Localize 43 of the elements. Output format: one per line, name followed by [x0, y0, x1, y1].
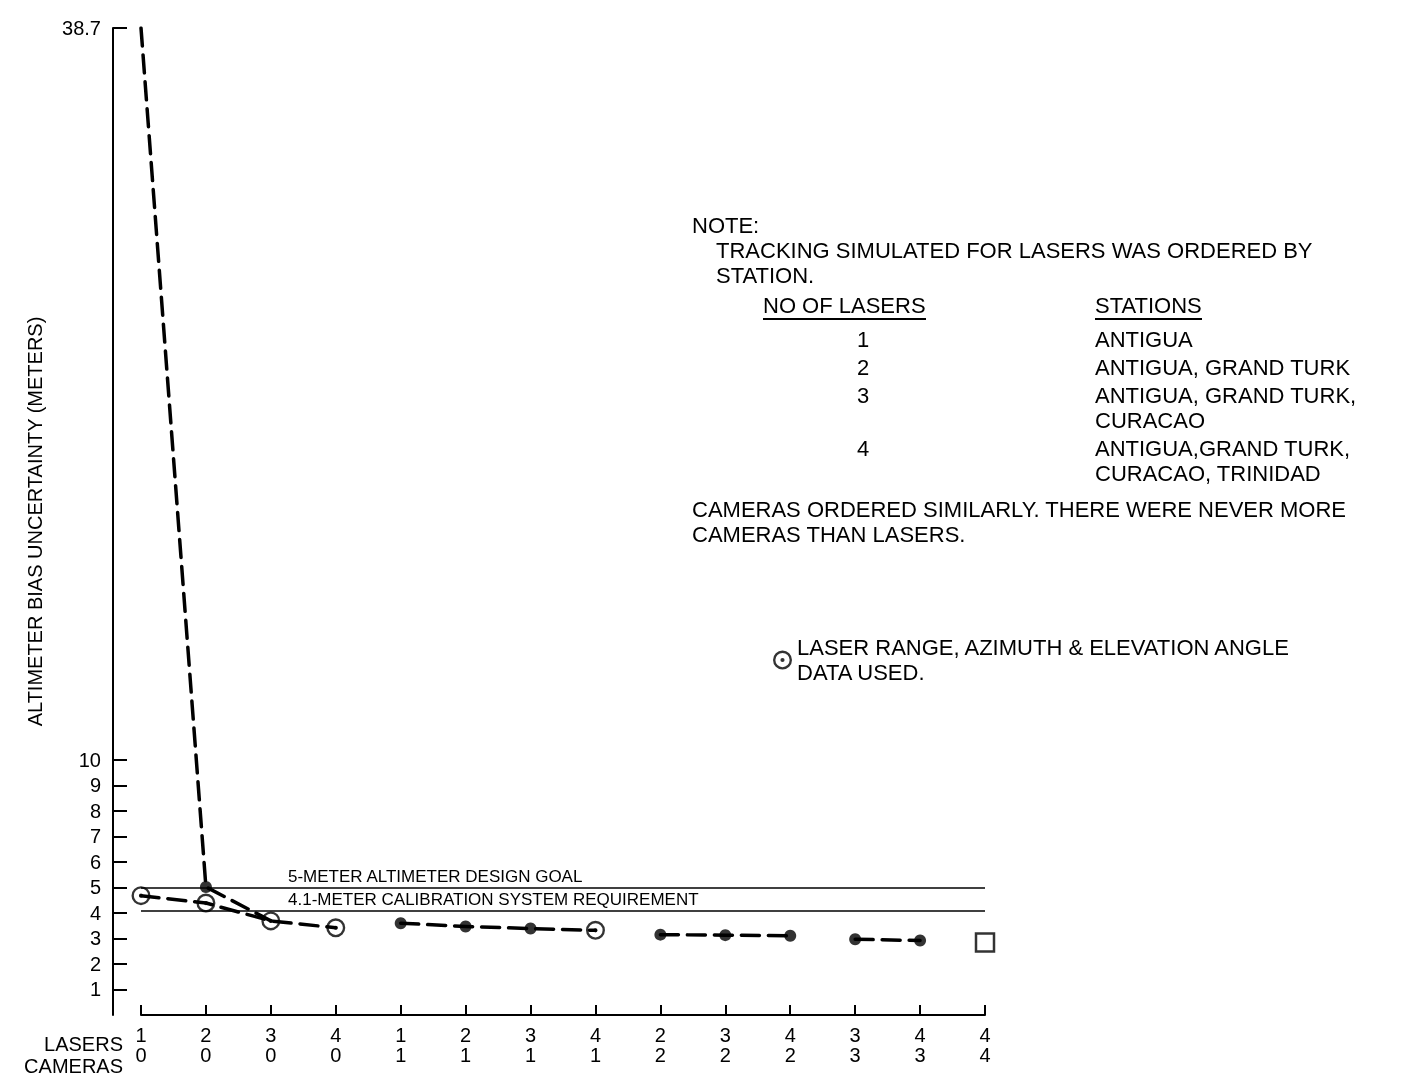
y-tick-label: 6 — [89, 850, 101, 873]
legend-label: LASER RANGE, AZIMUTH & ELEVATION ANGLE DATA USED. — [797, 635, 1289, 685]
y-tick-label: 2 — [89, 952, 101, 975]
text: ANTIGUA — [1094, 326, 1194, 353]
text: STATIONS — [1095, 293, 1202, 320]
x-tick-label: 4 1 — [589, 1024, 602, 1066]
ref-line-label: 4.1-METER CALIBRATION SYSTEM REQUIREMENT — [288, 890, 699, 910]
y-tick-label: 9 — [89, 774, 101, 797]
y-tick-label: 38.7 — [62, 17, 101, 39]
x-tick-label: 2 1 — [460, 1024, 472, 1066]
x-tick-label: 4 3 — [914, 1024, 926, 1066]
x-tick-label: 4 4 — [979, 1024, 991, 1066]
y-tick-label: 3 — [89, 927, 101, 950]
text: ANTIGUA,GRAND TURK, CURACAO, TRINIDAD — [1094, 435, 1352, 487]
x-axis-title: LASERS CAMERAS — [24, 1033, 123, 1077]
y-tick-label: 10 — [78, 748, 101, 771]
annotation: 4 — [856, 435, 871, 463]
x-tick-label: 3 3 — [849, 1024, 861, 1066]
y-axis-title: ALTIMETER BIAS UNCERTAINTY (METERS) — [24, 316, 46, 727]
annotation: 2 — [856, 354, 871, 381]
x-tick-label: 2 2 — [654, 1024, 666, 1066]
x-tick-label: 1 1 — [395, 1024, 407, 1066]
x-tick-label: 4 0 — [330, 1024, 342, 1066]
ref-line-label: 5-METER ALTIMETER DESIGN GOAL — [288, 867, 583, 887]
annotation: NOTE: — [692, 213, 761, 238]
annotation: NO OF LASERS — [763, 293, 926, 320]
annotation: TRACKING SIMULATED FOR LASERS WAS ORDERED BY STATION. — [716, 238, 1314, 288]
annotation: 3 — [856, 382, 871, 410]
y-tick-label: 1 — [89, 978, 101, 1001]
y-tick-label: 7 — [89, 825, 101, 848]
x-tick-label: 3 1 — [524, 1024, 537, 1066]
text: ANTIGUA, GRAND TURK — [1094, 354, 1352, 381]
y-tick-label: 5 — [89, 876, 101, 899]
x-tick-label: 3 0 — [265, 1024, 277, 1066]
x-tick-label: 2 0 — [200, 1024, 212, 1066]
x-tick-label: 3 2 — [719, 1024, 731, 1066]
text: ANTIGUA, GRAND TURK, CURACAO — [1094, 382, 1358, 434]
y-tick-label: 8 — [89, 799, 101, 822]
x-tick-label: 1 0 — [135, 1024, 147, 1066]
x-tick-label: 4 2 — [784, 1024, 796, 1066]
y-tick-label: 4 — [89, 901, 101, 924]
annotation: CAMERAS ORDERED SIMILARLY. THERE WERE NEVER MORE CAMERAS THAN LASERS. — [692, 497, 1348, 547]
annotation: 1 — [856, 326, 871, 353]
